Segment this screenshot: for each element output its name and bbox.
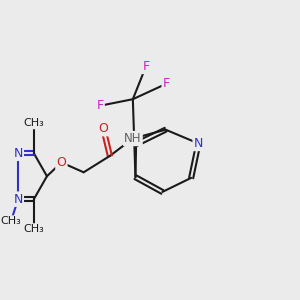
Text: CH₃: CH₃	[23, 118, 44, 128]
Text: F: F	[163, 77, 170, 90]
Text: CH₃: CH₃	[1, 217, 21, 226]
Text: F: F	[97, 99, 104, 112]
Text: NH: NH	[124, 132, 142, 145]
Text: F: F	[142, 60, 149, 73]
Text: O: O	[56, 156, 66, 169]
Text: N: N	[14, 193, 23, 206]
Text: O: O	[98, 122, 108, 135]
Text: CH₃: CH₃	[23, 224, 44, 234]
Text: N: N	[14, 147, 23, 160]
Text: N: N	[194, 137, 203, 150]
